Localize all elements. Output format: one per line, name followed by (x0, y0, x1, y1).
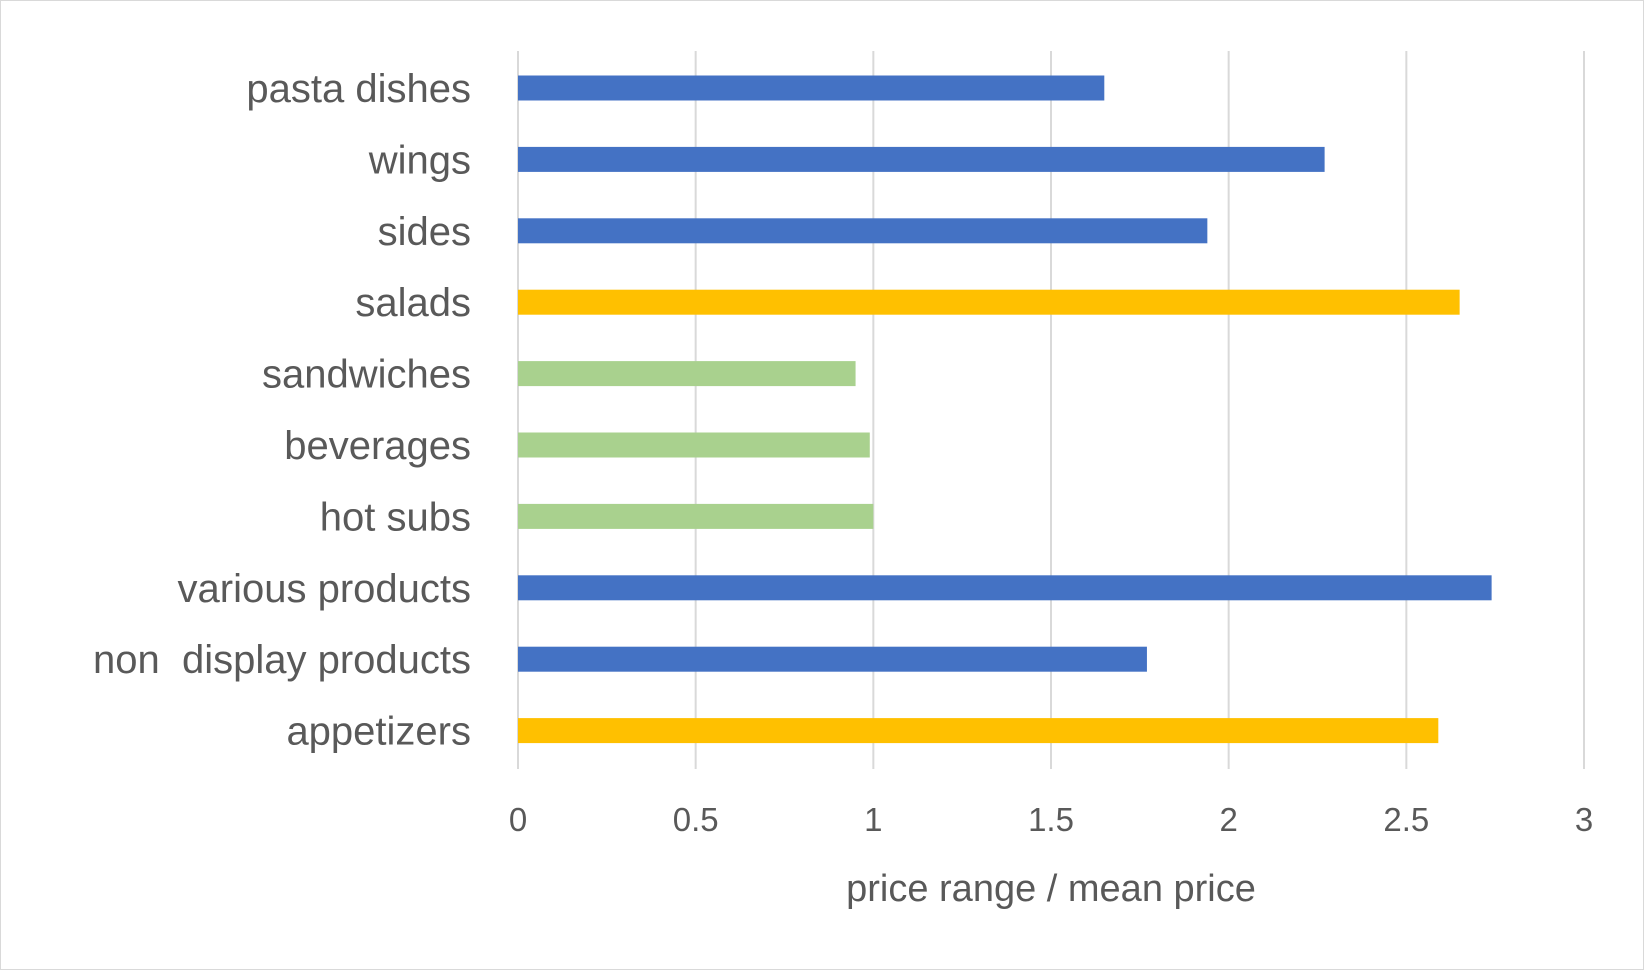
category-label: hot subs (320, 495, 471, 539)
bar-pasta-dishes (518, 75, 1105, 101)
x-tick-labels: 0 0.5 1 1.5 2 2.5 3 (509, 801, 1593, 838)
category-label: non display products (93, 638, 471, 682)
category-label: wings (368, 138, 471, 182)
x-tick-label: 1 (864, 801, 882, 838)
bar-beverages (518, 432, 870, 458)
category-label: sandwiches (262, 353, 471, 397)
category-label: salads (355, 281, 471, 325)
bar-sides (518, 218, 1208, 244)
x-tick-label: 3 (1575, 801, 1593, 838)
bar-hot-subs (518, 503, 874, 529)
bar-various-products (518, 575, 1492, 601)
x-tick-label: 0 (509, 801, 527, 838)
category-label: various products (178, 567, 471, 611)
category-label: appetizers (286, 710, 471, 754)
bar-appetizers (518, 718, 1439, 744)
bar-sandwiches (518, 361, 856, 387)
category-label: pasta dishes (246, 67, 471, 111)
x-tick-label: 0.5 (673, 801, 719, 838)
bar-non-display-products (518, 646, 1147, 672)
x-axis-title: price range / mean price (846, 868, 1256, 910)
bar-salads (518, 289, 1460, 315)
x-tick-label: 2.5 (1383, 801, 1429, 838)
category-labels: pasta dishes wings sides salads sandwiches be… (93, 67, 471, 754)
bar-wings (518, 146, 1325, 172)
category-label: sides (378, 210, 471, 254)
x-tick-label: 1.5 (1028, 801, 1074, 838)
category-label: beverages (284, 424, 471, 468)
bars (518, 75, 1492, 744)
x-tick-label: 2 (1219, 801, 1237, 838)
